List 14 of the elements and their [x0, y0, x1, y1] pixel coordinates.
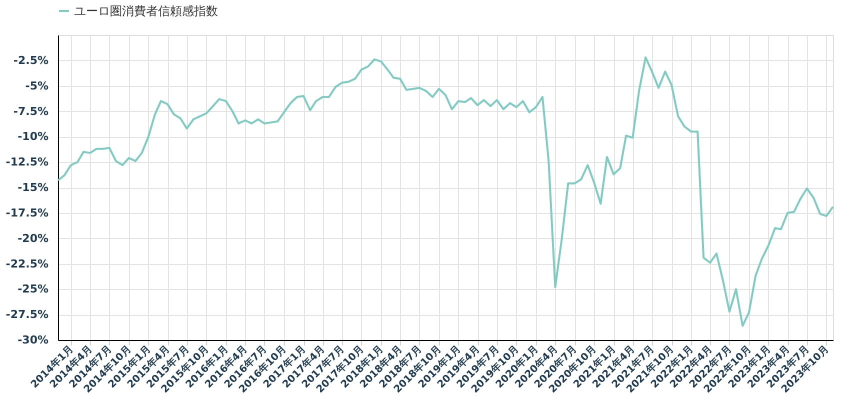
y-tick-label: -22.5%: [6, 257, 48, 270]
y-tick-label: -20%: [18, 232, 48, 245]
y-tick-label: -27.5%: [6, 308, 48, 322]
line-series: [57, 56, 834, 327]
y-tick-label: -17.5%: [6, 206, 48, 220]
y-tick-label: -7.5%: [13, 104, 48, 118]
y-tick-label: -30%: [18, 334, 48, 346]
y-tick-label: -15%: [18, 181, 48, 194]
y-tick-label: -25%: [18, 282, 48, 296]
y-tick-label: -10%: [18, 130, 48, 144]
y-tick-label: -12.5%: [6, 156, 48, 169]
y-tick-label: -5%: [25, 79, 48, 92]
y-tick-label: -2.5%: [13, 54, 48, 67]
legend-label: ユーロ圏消費者信頼感指数: [74, 4, 218, 18]
